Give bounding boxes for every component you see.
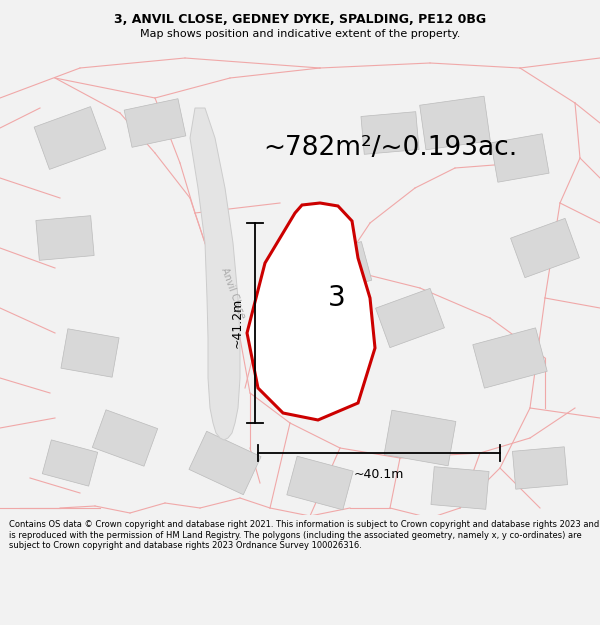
Polygon shape <box>36 216 94 261</box>
Polygon shape <box>92 410 158 466</box>
Polygon shape <box>308 242 372 294</box>
Polygon shape <box>34 107 106 169</box>
Polygon shape <box>431 467 489 509</box>
Polygon shape <box>512 447 568 489</box>
Text: 3, ANVIL CLOSE, GEDNEY DYKE, SPALDING, PE12 0BG: 3, ANVIL CLOSE, GEDNEY DYKE, SPALDING, P… <box>114 14 486 26</box>
Polygon shape <box>419 96 490 150</box>
Polygon shape <box>361 112 419 154</box>
Polygon shape <box>190 108 240 440</box>
Polygon shape <box>124 99 186 148</box>
Polygon shape <box>473 328 547 388</box>
Text: Map shows position and indicative extent of the property.: Map shows position and indicative extent… <box>140 29 460 39</box>
Text: 3: 3 <box>328 284 346 312</box>
Text: Anvil Close: Anvil Close <box>219 266 247 320</box>
Text: ~40.1m: ~40.1m <box>354 469 404 481</box>
Polygon shape <box>287 456 353 510</box>
Polygon shape <box>376 288 445 348</box>
Text: Contains OS data © Crown copyright and database right 2021. This information is : Contains OS data © Crown copyright and d… <box>9 520 599 550</box>
Text: ~41.2m: ~41.2m <box>230 298 244 348</box>
Polygon shape <box>491 134 549 182</box>
Text: ~782m²/~0.193ac.: ~782m²/~0.193ac. <box>263 135 517 161</box>
Polygon shape <box>259 324 320 372</box>
Polygon shape <box>247 203 375 420</box>
Polygon shape <box>384 410 456 466</box>
Polygon shape <box>511 218 580 278</box>
Polygon shape <box>42 440 98 486</box>
Polygon shape <box>189 431 261 495</box>
Polygon shape <box>61 329 119 378</box>
